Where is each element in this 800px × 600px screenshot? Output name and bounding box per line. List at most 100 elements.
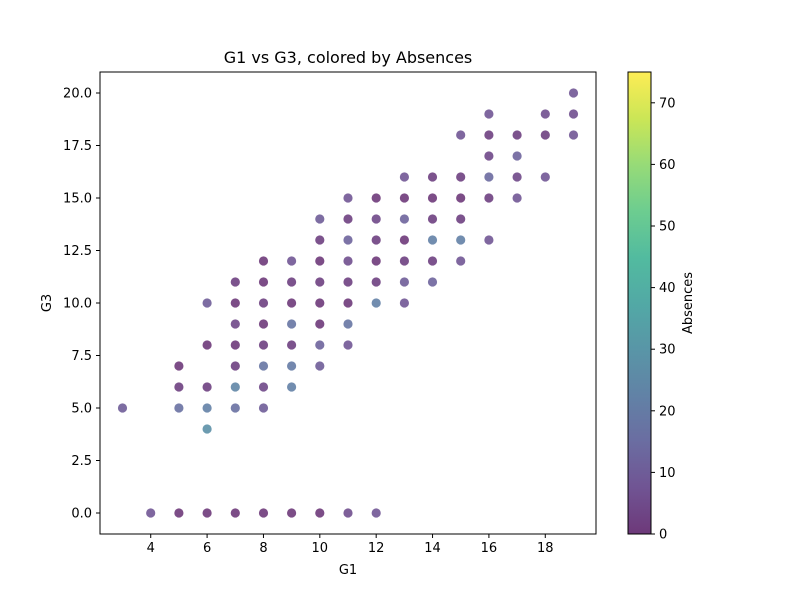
- y-tick-label: 15.0: [63, 192, 92, 207]
- data-point: [258, 256, 269, 266]
- x-tick-label: 14: [424, 541, 441, 556]
- data-point: [540, 130, 550, 140]
- y-tick-label: 2.5: [71, 454, 92, 469]
- y-tick-label: 10.0: [63, 297, 92, 312]
- data-point: [287, 508, 297, 518]
- chart-title: G1 vs G3, colored by Absences: [224, 48, 473, 67]
- colorbar-tick-label: 50: [659, 220, 676, 235]
- data-point: [258, 319, 269, 329]
- x-tick-label: 18: [537, 541, 554, 556]
- colorbar-label: Absences: [681, 272, 696, 334]
- data-point: [146, 508, 156, 518]
- data-point: [371, 277, 381, 287]
- data-point: [568, 109, 579, 119]
- data-point: [371, 256, 381, 266]
- data-point: [427, 214, 438, 224]
- data-point: [568, 130, 579, 140]
- data-point: [371, 508, 381, 518]
- data-point: [287, 382, 297, 392]
- plot-points: [117, 88, 579, 518]
- data-point: [202, 424, 212, 434]
- data-point: [174, 508, 184, 518]
- data-point: [230, 340, 240, 350]
- data-point: [202, 340, 212, 350]
- data-point: [287, 277, 297, 287]
- data-point: [512, 193, 522, 203]
- data-point: [343, 319, 353, 329]
- data-point: [371, 193, 381, 203]
- data-point: [399, 172, 409, 182]
- data-point: [202, 508, 212, 518]
- data-point: [315, 256, 325, 266]
- data-point: [174, 361, 184, 371]
- y-axis: 0.0 2.5 5.0 7.5 10.0 12.5 15.0 17.5 20.0: [63, 87, 100, 522]
- data-point: [399, 277, 409, 287]
- x-tick-label: 4: [147, 541, 155, 556]
- data-point: [230, 382, 240, 392]
- data-point: [258, 361, 269, 371]
- data-point: [287, 361, 297, 371]
- colorbar-tick-label: 70: [659, 96, 676, 111]
- data-point: [568, 88, 579, 98]
- data-point: [230, 298, 240, 308]
- y-tick-label: 5.0: [71, 402, 92, 417]
- data-point: [456, 256, 466, 266]
- data-point: [427, 256, 438, 266]
- data-point: [343, 256, 353, 266]
- x-tick-label: 12: [368, 541, 385, 556]
- data-point: [399, 298, 409, 308]
- x-tick-label: 10: [312, 541, 329, 556]
- data-point: [174, 403, 184, 413]
- data-point: [258, 382, 269, 392]
- data-point: [315, 214, 325, 224]
- data-point: [456, 214, 466, 224]
- data-point: [427, 235, 438, 245]
- data-point: [343, 508, 353, 518]
- colorbar-tick-label: 20: [659, 404, 676, 419]
- data-point: [258, 403, 269, 413]
- data-point: [484, 151, 494, 161]
- y-tick-label: 12.5: [63, 244, 92, 259]
- data-point: [484, 193, 494, 203]
- data-point: [540, 172, 550, 182]
- data-point: [287, 340, 297, 350]
- colorbar: [627, 71, 652, 535]
- data-point: [343, 277, 353, 287]
- data-point: [371, 235, 381, 245]
- x-tick-label: 16: [481, 541, 498, 556]
- data-point: [230, 508, 240, 518]
- colorbar-tick-label: 30: [659, 343, 676, 358]
- y-axis-label: G3: [40, 294, 55, 312]
- data-point: [315, 319, 325, 329]
- data-point: [399, 193, 409, 203]
- data-point: [315, 340, 325, 350]
- data-point: [512, 172, 522, 182]
- data-point: [230, 319, 240, 329]
- colorbar-axis: 0 10 20 30 40 50 60 70: [651, 96, 676, 543]
- data-point: [343, 235, 353, 245]
- data-point: [174, 382, 184, 392]
- data-point: [258, 277, 269, 287]
- colorbar-tick-label: 10: [659, 466, 676, 481]
- data-point: [230, 277, 240, 287]
- y-tick-label: 7.5: [71, 349, 92, 364]
- colorbar-tick-label: 0: [659, 528, 667, 543]
- data-point: [230, 361, 240, 371]
- data-point: [371, 298, 381, 308]
- data-point: [484, 172, 494, 182]
- colorbar-tick-label: 60: [659, 158, 676, 173]
- data-point: [399, 214, 409, 224]
- data-point: [399, 256, 409, 266]
- data-point: [512, 151, 522, 161]
- x-tick-label: 8: [259, 541, 267, 556]
- x-axis: 4 6 8 10 12 14 16 18: [147, 534, 554, 556]
- data-point: [456, 235, 466, 245]
- data-point: [540, 109, 550, 119]
- x-axis-label: G1: [339, 563, 357, 578]
- y-tick-label: 17.5: [63, 139, 92, 154]
- data-point: [484, 235, 494, 245]
- data-point: [287, 298, 297, 308]
- data-point: [427, 172, 438, 182]
- data-point: [343, 340, 353, 350]
